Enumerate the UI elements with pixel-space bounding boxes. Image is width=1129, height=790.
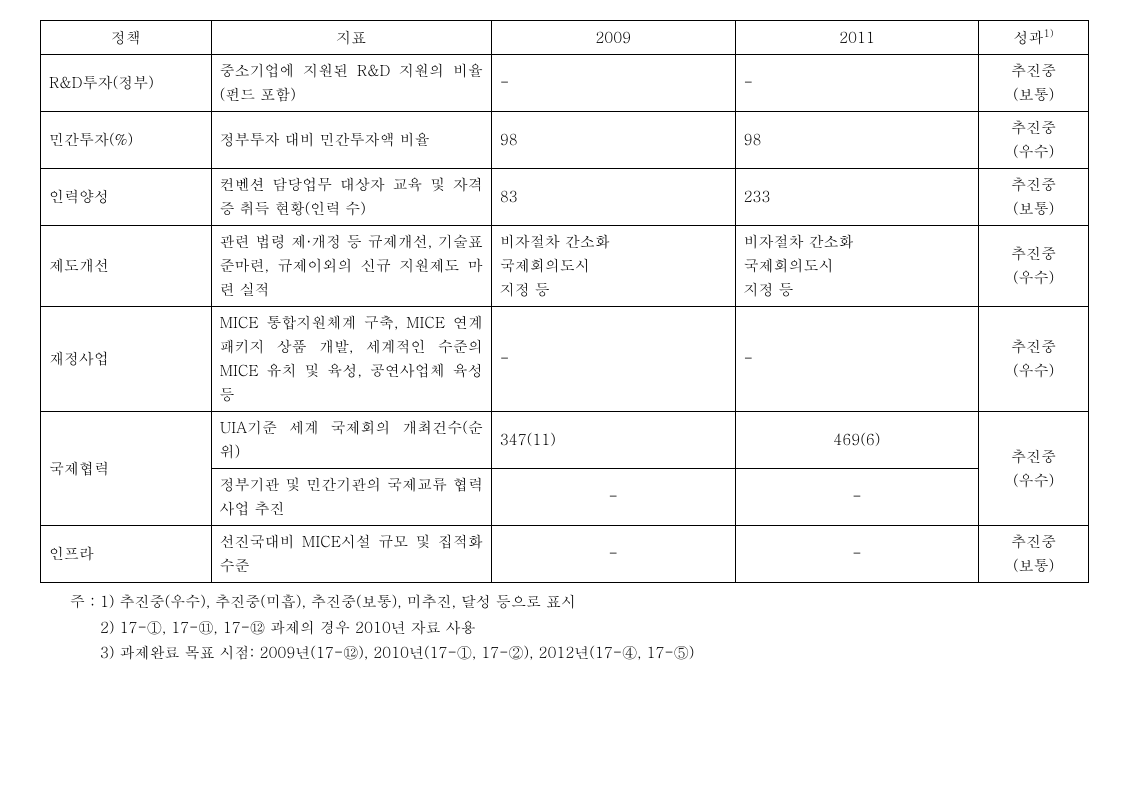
policy-table: 정책 지표 2009 2011 성과1) R&D투자(정부)중소기업에 지원된 … — [40, 20, 1089, 583]
table-cell: 중소기업에 지원된 R&D 지원의 비율 (펀드 포함) — [211, 55, 491, 112]
table-cell: - — [491, 526, 735, 583]
table-cell: 정부투자 대비 민간투자액 비율 — [211, 112, 491, 169]
table-row: 제도개선관련 법령 제·개정 등 규제개선, 기술표준마련, 규제이외의 신규 … — [41, 226, 1089, 307]
table-cell: 98 — [735, 112, 979, 169]
table-row: R&D투자(정부)중소기업에 지원된 R&D 지원의 비율 (펀드 포함)--추… — [41, 55, 1089, 112]
note-1: 주 : 1) 추진중(우수), 추진중(미흡), 추진중(보통), 미추진, 달… — [70, 589, 1089, 615]
table-cell: - — [735, 469, 979, 526]
header-result-text: 성과 — [1014, 27, 1044, 48]
header-2009: 2009 — [491, 21, 735, 55]
table-cell: UIA기준 세계 국제회의 개최건수(순위) — [211, 412, 491, 469]
notes: 주 : 1) 추진중(우수), 추진중(미흡), 추진중(보통), 미추진, 달… — [40, 589, 1089, 666]
table-cell: 인프라 — [41, 526, 212, 583]
table-cell: 비자절차 간소화 국제회의도시 지정 등 — [735, 226, 979, 307]
table-cell: - — [735, 307, 979, 412]
table-cell: 추진중 (보통) — [979, 526, 1089, 583]
table-cell: 추진중 (보통) — [979, 55, 1089, 112]
table-cell: 233 — [735, 169, 979, 226]
table-cell: 국제협력 — [41, 412, 212, 526]
table-cell: 83 — [491, 169, 735, 226]
table-row: 인프라선진국대비 MICE시설 규모 및 집적화 수준--추진중 (보통) — [41, 526, 1089, 583]
table-cell: - — [735, 526, 979, 583]
table-cell: 98 — [491, 112, 735, 169]
table-cell: 추진중 (우수) — [979, 226, 1089, 307]
table-cell: - — [491, 469, 735, 526]
table-row: 재정사업MICE 통합지원체계 구축, MICE 연계패키지 상품 개발, 세계… — [41, 307, 1089, 412]
table-cell: 비자절차 간소화 국제회의도시 지정 등 — [491, 226, 735, 307]
table-cell: 추진중 (보통) — [979, 169, 1089, 226]
table-cell: 정부기관 및 민간기관의 국제교류 협력사업 추진 — [211, 469, 491, 526]
table-cell: 민간투자(%) — [41, 112, 212, 169]
table-cell: 469(6) — [735, 412, 979, 469]
table-row: 인력양성컨벤션 담당업무 대상자 교육 및 자격증 취득 현황(인력 수)832… — [41, 169, 1089, 226]
table-cell: 선진국대비 MICE시설 규모 및 집적화 수준 — [211, 526, 491, 583]
note-2: 2) 17-①, 17-⑪, 17-⑫ 과제의 경우 2010년 자료 사용 — [70, 615, 1089, 641]
table-cell: - — [735, 55, 979, 112]
table-cell: - — [491, 307, 735, 412]
header-policy: 정책 — [41, 21, 212, 55]
table-cell: 추진중 (우수) — [979, 412, 1089, 526]
header-row: 정책 지표 2009 2011 성과1) — [41, 21, 1089, 55]
table-body: R&D투자(정부)중소기업에 지원된 R&D 지원의 비율 (펀드 포함)--추… — [41, 55, 1089, 583]
table-cell: 추진중 (우수) — [979, 307, 1089, 412]
table-row: 국제협력UIA기준 세계 국제회의 개최건수(순위)347(11)469(6)추… — [41, 412, 1089, 469]
table-cell: 재정사업 — [41, 307, 212, 412]
header-indicator: 지표 — [211, 21, 491, 55]
note-3: 3) 과제완료 목표 시점: 2009년(17-⑫), 2010년(17-①, … — [70, 640, 1089, 666]
table-cell: 347(11) — [491, 412, 735, 469]
table-cell: MICE 통합지원체계 구축, MICE 연계패키지 상품 개발, 세계적인 수… — [211, 307, 491, 412]
header-2011: 2011 — [735, 21, 979, 55]
table-cell: 인력양성 — [41, 169, 212, 226]
table-cell: R&D투자(정부) — [41, 55, 212, 112]
table-cell: 추진중 (우수) — [979, 112, 1089, 169]
table-cell: 관련 법령 제·개정 등 규제개선, 기술표준마련, 규제이외의 신규 지원제도… — [211, 226, 491, 307]
header-result: 성과1) — [979, 21, 1089, 55]
table-cell: 컨벤션 담당업무 대상자 교육 및 자격증 취득 현황(인력 수) — [211, 169, 491, 226]
table-cell: - — [491, 55, 735, 112]
header-result-sup: 1) — [1044, 25, 1054, 40]
table-cell: 제도개선 — [41, 226, 212, 307]
table-row: 민간투자(%)정부투자 대비 민간투자액 비율9898추진중 (우수) — [41, 112, 1089, 169]
